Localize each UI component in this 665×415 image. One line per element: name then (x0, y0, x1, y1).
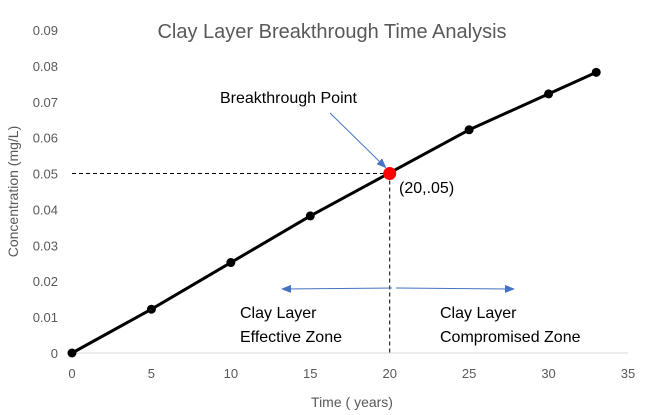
x-axis-title: Time ( years) (311, 394, 393, 410)
y-tick-label: 0.06 (33, 131, 58, 146)
x-tick-label: 10 (224, 366, 238, 381)
breakthrough-label: Breakthrough Point (220, 90, 358, 107)
y-axis-title: Concentration (mg/L) (5, 126, 21, 258)
y-tick-label: 0.09 (33, 23, 58, 38)
x-tick-label: 5 (148, 366, 155, 381)
y-tick-label: 0.07 (33, 95, 58, 110)
data-point (146, 304, 156, 314)
data-point (305, 211, 315, 221)
x-tick-label: 20 (382, 366, 396, 381)
breakthrough-point-marker (383, 167, 397, 181)
y-tick-label: 0 (51, 346, 58, 361)
annotation-arrows (281, 112, 515, 293)
x-tick-label: 30 (541, 366, 555, 381)
effective-zone-label-line1: Clay Layer (240, 305, 317, 322)
compromised-zone-label-line1: Clay Layer (440, 305, 517, 322)
y-tick-label: 0.08 (33, 59, 58, 74)
x-axis-ticks: 0 5 10 15 20 25 30 35 (68, 366, 635, 381)
data-point (226, 258, 236, 268)
data-point (544, 89, 554, 99)
chart-title: Clay Layer Breakthrough Time Analysis (157, 21, 506, 43)
x-tick-label: 0 (68, 366, 75, 381)
data-point (591, 67, 601, 77)
compromised-zone-arrow (395, 284, 515, 293)
y-tick-label: 0.03 (33, 238, 58, 253)
data-point (67, 348, 77, 358)
series-group (67, 67, 601, 358)
x-tick-label: 35 (621, 366, 635, 381)
y-axis-ticks: 0 0.01 0.02 0.03 0.04 0.05 0.06 0.07 0.08 0.09 (33, 23, 58, 361)
effective-zone-arrow (281, 284, 393, 293)
x-tick-label: 15 (303, 366, 317, 381)
breakthrough-guide-lines (72, 173, 391, 353)
y-tick-label: 0.05 (33, 167, 58, 182)
compromised-zone-label-line2: Compromised Zone (440, 329, 581, 346)
effective-zone-label-line2: Effective Zone (240, 329, 342, 346)
x-tick-label: 25 (462, 366, 476, 381)
series-line (71, 70, 597, 355)
y-tick-label: 0.01 (33, 310, 58, 325)
y-tick-label: 0.04 (33, 202, 58, 217)
y-tick-label: 0.02 (33, 274, 58, 289)
highlight-point-label: (20,.05) (399, 180, 454, 197)
breakthrough-arrow (329, 112, 387, 169)
data-point (464, 125, 474, 135)
